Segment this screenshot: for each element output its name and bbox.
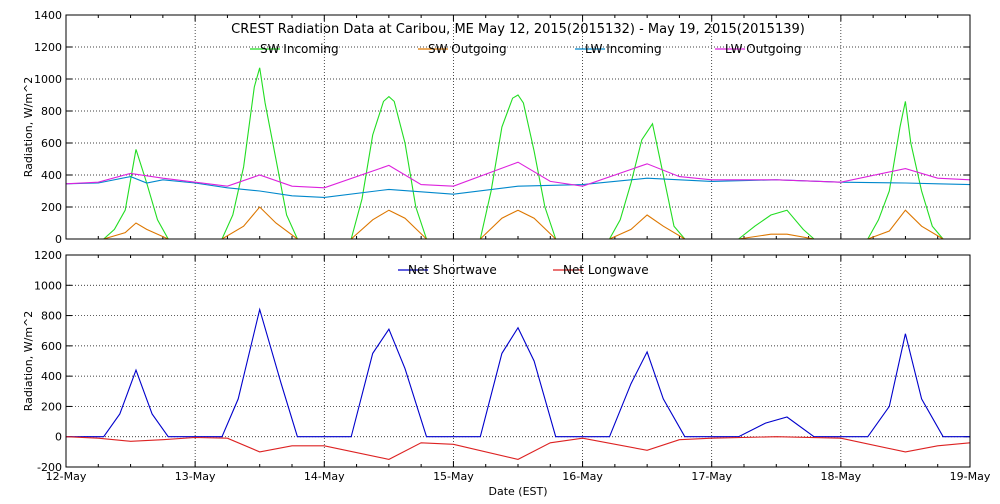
x-axis-label: Date (EST) [488,485,547,498]
y-tick-label: 400 [41,370,62,383]
series-line-sw-incoming [103,67,944,240]
y-tick-label: 200 [41,201,62,214]
y-tick-label: 600 [41,137,62,150]
y-tick-label: 1400 [34,9,62,22]
legend-label: SW Outgoing [428,42,507,56]
x-tick-label: 13-May [175,470,216,483]
y-tick-label: 0 [55,233,62,246]
x-tick-label: 18-May [820,470,861,483]
y-axis-label: Radiation, W/m^2 [22,77,35,178]
x-tick-label: 14-May [304,470,345,483]
y-tick-label: -200 [37,461,62,474]
x-tick-label: 17-May [691,470,732,483]
chart-panel-1: 0 200 400 600 800 1000 1200 1400 Radiation, W/m^… [22,9,971,246]
x-tick-label: 19-May [950,470,991,483]
y-tick-label: 800 [41,105,62,118]
x-tick-label: 12-May [46,470,87,483]
y-tick-label: 1000 [34,279,62,292]
y-axis-label: Radiation, W/m^2 [22,311,35,412]
plot-frame [65,14,971,240]
series-line-lw-outgoing [65,161,971,189]
y-tick-label: 1200 [34,41,62,54]
plot-frame [65,254,971,468]
legend-label: LW Incoming [585,42,662,56]
legend-label: SW Incoming [260,42,339,56]
x-tick-label: 15-May [433,470,474,483]
legend-label: LW Outgoing [725,42,802,56]
y-tick-label: 600 [41,340,62,353]
y-tick-label: 200 [41,400,62,413]
y-tick-label: 1200 [34,249,62,262]
chart-panel-2: -200 0 200 400 600 800 1000 1200 Radiation, W/m^… [22,249,991,498]
series-line-sw-outgoing [103,206,944,240]
series-line-lw-incoming [65,176,971,198]
series-line-net-longwave [65,436,971,460]
y-tick-label: 400 [41,169,62,182]
legend-label: Net Shortwave [408,263,497,277]
chart-title: CREST Radiation Data at Caribou, ME May … [231,22,805,37]
series-line-net-shortwave [66,307,970,438]
x-tick-label: 16-May [562,470,603,483]
legend-label: Net Longwave [563,263,649,277]
y-tick-label: 1000 [34,73,62,86]
y-tick-label: 0 [55,431,62,444]
y-tick-label: 800 [41,310,62,323]
